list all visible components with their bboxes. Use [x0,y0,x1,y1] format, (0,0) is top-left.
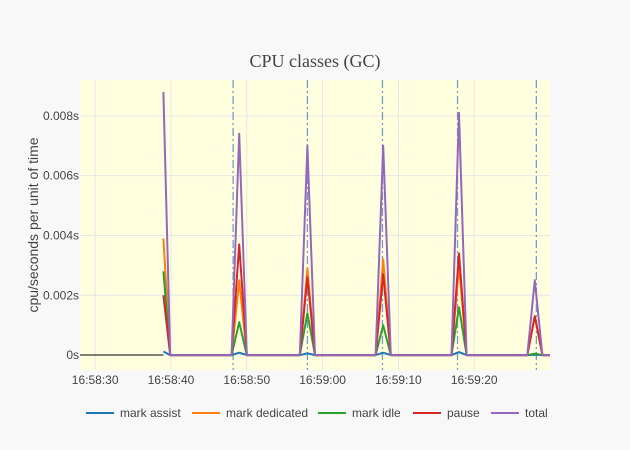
series-line-total [162,91,550,357]
x-tick-label: 16:59:20 [451,373,498,387]
x-tick-label: 16:58:40 [148,373,195,387]
legend-label: mark assist [120,406,181,420]
x-tick-label: 16:59:00 [299,373,346,387]
plot-background [80,80,550,370]
legend-label: mark idle [352,406,401,420]
legend-item-mark-dedicated[interactable]: mark dedicated [192,406,308,420]
y-axis-label: cpu/seconds per unit of time [25,137,41,312]
legend-item-total[interactable]: total [491,406,548,420]
x-tick-label: 16:58:50 [223,373,270,387]
legend-label: mark dedicated [226,406,308,420]
chart-title: CPU classes (GC) [250,51,381,72]
x-tick-labels: 16:58:30 16:58:40 16:58:50 16:59:00 16:59:10… [72,373,498,387]
y-tick-label: 0.002s [43,288,79,302]
legend-label: pause [447,406,480,420]
y-tick-label: 0.004s [43,228,79,242]
legend-item-mark-assist[interactable]: mark assist [86,406,181,420]
y-tick-label: 0.008s [43,109,79,123]
y-tick-labels: 0s 0.002s 0.004s 0.006s 0.008s [43,109,79,362]
x-tick-label: 16:58:30 [72,373,119,387]
x-tick-label: 16:59:10 [375,373,422,387]
legend[interactable]: mark assist mark dedicated mark idle pause t… [86,406,548,420]
y-tick-label: 0.006s [43,169,79,183]
series-lines [162,91,550,357]
legend-label: total [525,406,548,420]
y-tick-label: 0s [66,348,79,362]
legend-item-pause[interactable]: pause [413,406,480,420]
legend-item-mark-idle[interactable]: mark idle [318,406,401,420]
